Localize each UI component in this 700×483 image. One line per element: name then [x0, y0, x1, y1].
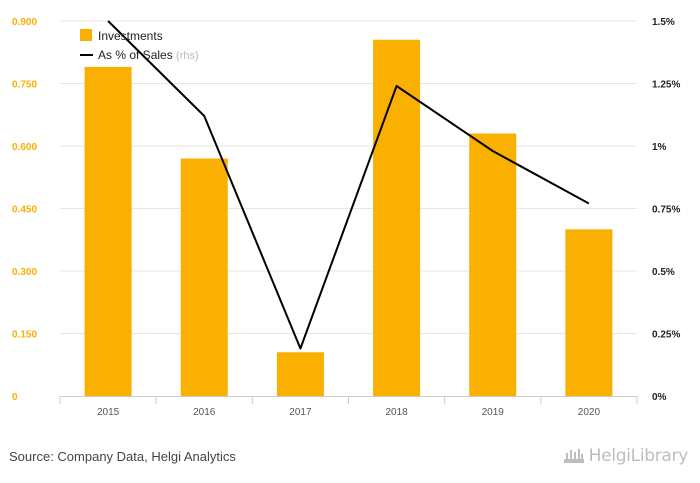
watermark-text: HelgiLibrary [588, 446, 689, 466]
x-tick-label: 2017 [289, 407, 312, 418]
y-left-tick-label: 0.450 [12, 205, 37, 216]
y-left-tick-label: 0.300 [12, 267, 37, 278]
x-tick-label: 2018 [385, 407, 408, 418]
bar-investments [565, 229, 613, 396]
gridlines [60, 20, 637, 334]
y-right-tick-label: 1.5% [652, 17, 675, 28]
legend: Investments As % of Sales (rhs) [80, 29, 199, 62]
bar-investments [276, 352, 324, 396]
bar-investments [84, 66, 132, 396]
helgi-library-logo: HelgiLibrary [563, 446, 688, 466]
building-icon [563, 449, 584, 463]
y-left-tick-label: 0.150 [12, 330, 37, 341]
legend-swatch-investments [80, 29, 92, 41]
bar-investments [373, 39, 421, 396]
y-left-tick-label: 0.600 [12, 142, 37, 153]
x-axis: 2015 2016 2017 2018 2019 2020 [59, 396, 638, 418]
y-axis-left: 0 0.150 0.300 0.450 0.600 0.750 0.900 [12, 17, 37, 403]
x-tick-label: 2016 [193, 407, 216, 418]
y-right-tick-label: 0.5% [652, 267, 675, 278]
legend-label-investments: Investments [98, 29, 163, 43]
source-note: Source: Company Data, Helgi Analytics [9, 449, 236, 464]
y-right-tick-label: 0% [652, 392, 667, 403]
y-left-tick-label: 0 [12, 392, 18, 403]
line-series [107, 20, 590, 350]
line-as-pct-of-sales [107, 20, 590, 350]
bar-investments [469, 133, 517, 396]
y-right-tick-label: 1% [652, 142, 667, 153]
x-tick-label: 2015 [97, 407, 120, 418]
y-left-tick-label: 0.750 [12, 80, 37, 91]
y-left-tick-label: 0.900 [12, 17, 37, 28]
bar-investments [180, 158, 228, 396]
legend-label-sales: As % of Sales (rhs) [98, 48, 199, 62]
y-right-tick-label: 1.25% [652, 80, 680, 91]
chart: 2015 2016 2017 2018 2019 2020 0 0.150 0.300 0.45… [12, 17, 680, 418]
bars [84, 39, 613, 396]
y-axis-right: 0% 0.25% 0.5% 0.75% 1% 1.25% 1.5% [652, 17, 680, 403]
y-right-tick-label: 0.75% [652, 205, 680, 216]
x-tick-label: 2019 [482, 407, 505, 418]
legend-rhs-suffix: (rhs) [176, 50, 199, 62]
y-right-tick-label: 0.25% [652, 330, 680, 341]
x-tick-label: 2020 [578, 407, 601, 418]
